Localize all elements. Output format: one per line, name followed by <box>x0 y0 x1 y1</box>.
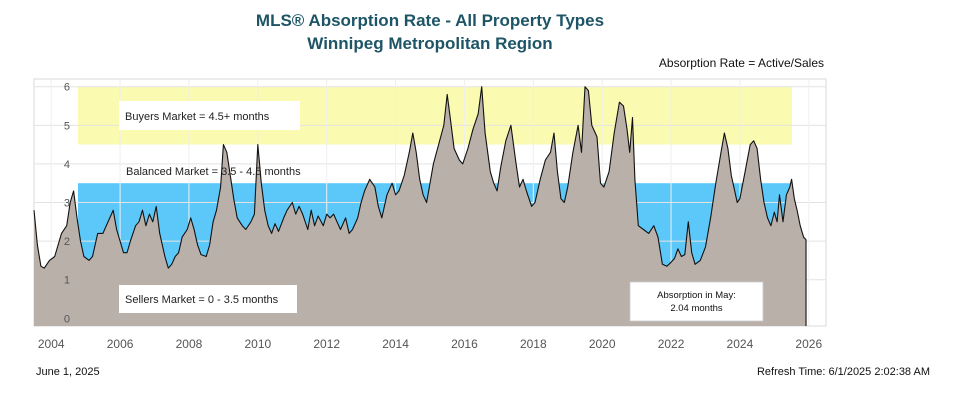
absorption-line <box>33 86 807 269</box>
x-tick-label: 2018 <box>520 337 547 351</box>
balanced-market-label: Balanced Market = 3.5 - 4.5 months <box>126 166 301 178</box>
y-tick-label: 0 <box>64 313 70 325</box>
footer-date: June 1, 2025 <box>36 366 100 378</box>
y-tick-label: 6 <box>64 82 70 94</box>
x-tick-label: 2012 <box>313 337 340 351</box>
buyers-market-label-box <box>119 101 300 130</box>
callout-value: 2.04 months <box>670 303 723 314</box>
x-tick-label: 2004 <box>38 337 65 351</box>
sellers-market-label-box <box>119 285 297 313</box>
x-tick-label: 2016 <box>451 337 478 351</box>
x-tick-label: 2008 <box>176 337 203 351</box>
sellers-market-label: Sellers Market = 0 - 3.5 months <box>125 294 279 306</box>
chart-subtitle: Winnipeg Metropolitan Region <box>307 34 553 53</box>
chart-title: MLS® Absorption Rate - All Property Type… <box>255 11 605 30</box>
y-tick-label: 2 <box>64 236 70 248</box>
y-tick-label: 1 <box>64 275 70 287</box>
y-tick-label: 5 <box>64 120 70 132</box>
callout-box <box>629 281 764 322</box>
x-tick-label: 2022 <box>658 337 685 351</box>
x-tick-label: 2006 <box>107 337 134 351</box>
y-tick-label: 4 <box>64 159 70 171</box>
x-tick-label: 2024 <box>727 337 754 351</box>
y-tick-label: 3 <box>64 198 70 210</box>
x-tick-label: 2010 <box>244 337 271 351</box>
footer-refresh-time: Refresh Time: 6/1/2025 2:02:38 AM <box>756 366 930 378</box>
callout-title: Absorption in May: <box>657 290 736 301</box>
x-tick-label: 2026 <box>795 337 822 351</box>
x-tick-label: 2014 <box>382 337 409 351</box>
absorption-area <box>34 86 806 326</box>
x-tick-label: 2020 <box>589 337 616 351</box>
buyers-market-label: Buyers Market = 4.5+ months <box>125 111 270 123</box>
formula-label: Absorption Rate = Active/Sales <box>658 56 824 70</box>
